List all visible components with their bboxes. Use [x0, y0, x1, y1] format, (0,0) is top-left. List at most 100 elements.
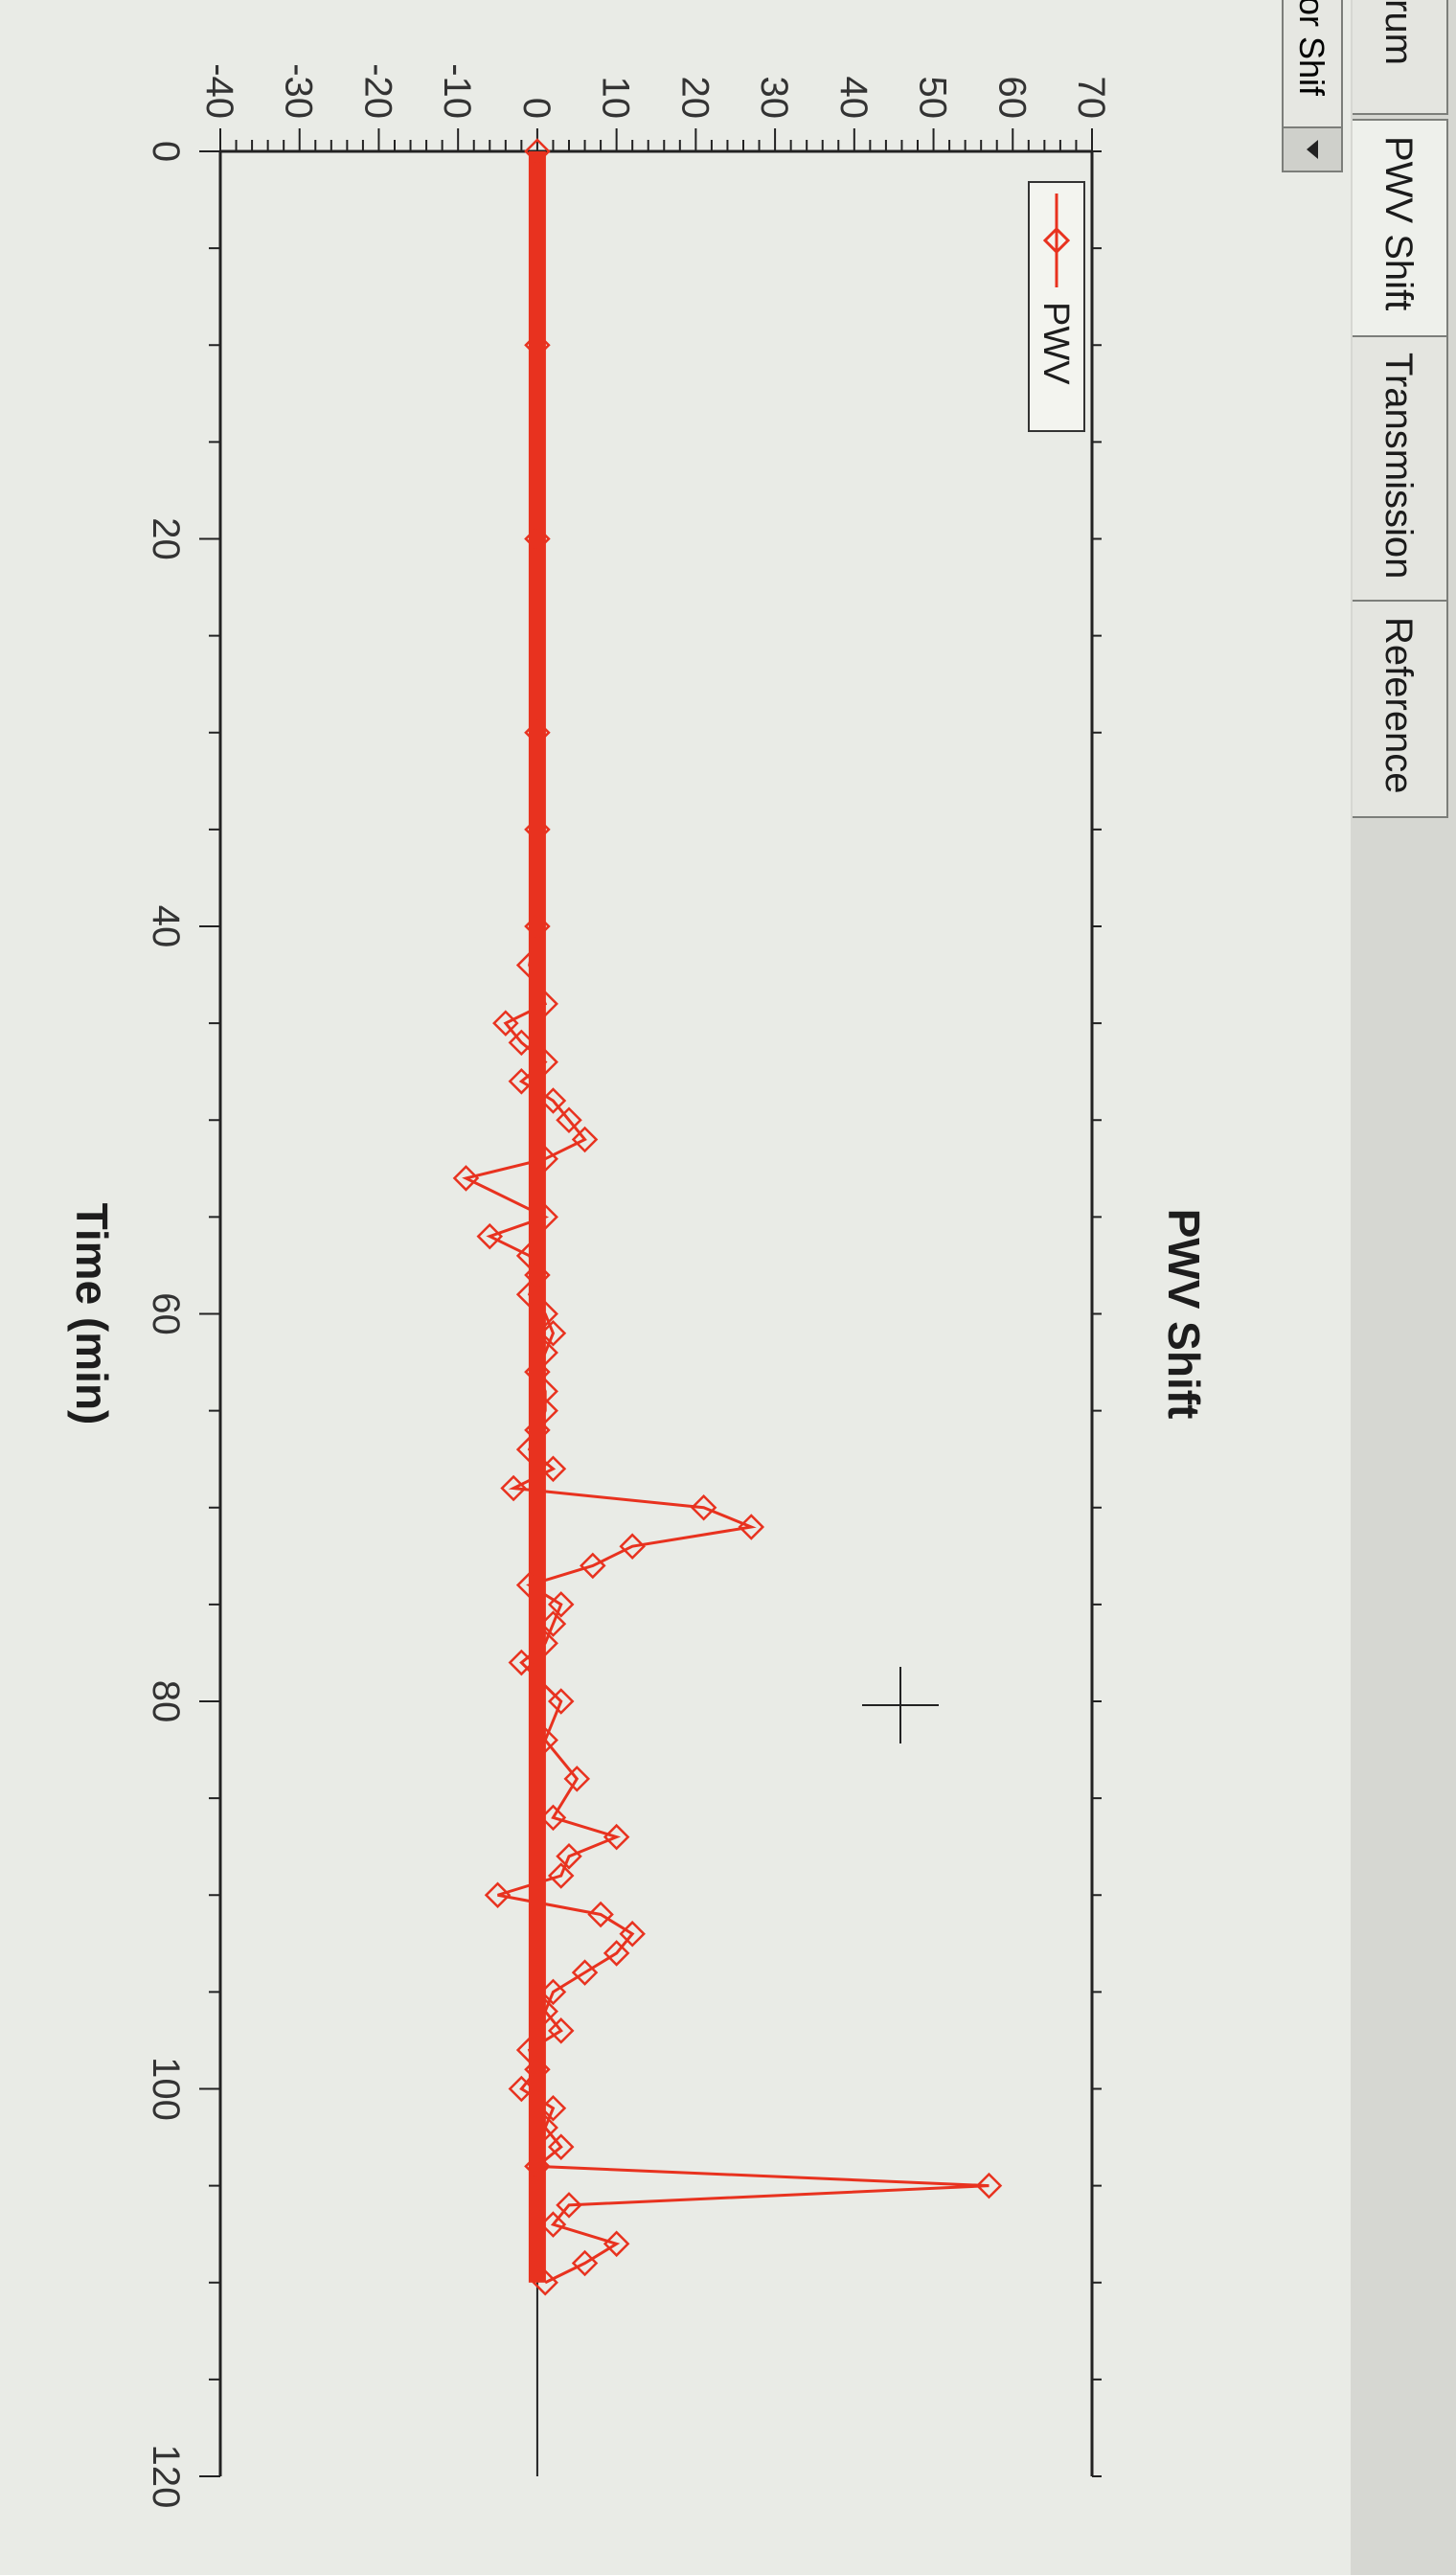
x-tick-label: 0 — [145, 141, 187, 162]
data-point — [547, 2017, 575, 2044]
data-point — [532, 1726, 558, 1754]
data-point — [508, 1068, 535, 1095]
y-tick-label: -30 — [278, 63, 320, 119]
y-tick-label: 0 — [515, 98, 557, 119]
data-point — [524, 1262, 551, 1288]
data-point — [524, 525, 551, 553]
data-point — [532, 1048, 558, 1076]
data-point — [539, 1087, 567, 1114]
data-point — [508, 1649, 535, 1676]
data-point — [556, 1843, 582, 1870]
x-tick-label: 120 — [145, 2445, 187, 2509]
y-tick-label: 60 — [990, 77, 1033, 120]
series-pwv-lines — [462, 151, 990, 2285]
data-point — [492, 1010, 519, 1037]
y-tick-label: 20 — [673, 77, 716, 120]
data-point — [547, 2133, 575, 2160]
data-point — [532, 1629, 558, 1657]
data-point — [452, 1165, 480, 1192]
data-point — [532, 1145, 558, 1173]
data-point — [563, 1766, 591, 1792]
legend-label-pwv: PWV — [1035, 302, 1076, 385]
data-point — [619, 1920, 646, 1948]
data-point — [738, 1514, 765, 1540]
x-tick-label: 80 — [145, 1680, 187, 1723]
y-tick-label: 40 — [832, 77, 875, 120]
data-point — [532, 2114, 558, 2141]
data-point — [515, 951, 543, 979]
data-point — [539, 1319, 567, 1347]
data-point — [524, 816, 551, 843]
data-point — [539, 1455, 567, 1483]
y-tick-label: -20 — [356, 63, 398, 119]
data-point — [515, 1571, 543, 1599]
data-point — [476, 1222, 504, 1250]
data-point — [556, 2192, 582, 2219]
y-tick-label: -10 — [436, 63, 478, 119]
data-point — [524, 2153, 551, 2180]
data-point — [524, 1417, 551, 1444]
data-point — [547, 1862, 575, 1889]
data-point — [532, 1339, 558, 1366]
data-point — [524, 331, 551, 359]
data-point — [532, 2268, 558, 2296]
data-point — [524, 718, 551, 746]
data-point — [500, 1474, 527, 1502]
data-point — [539, 1610, 567, 1637]
y-tick-label: -40 — [198, 63, 240, 119]
data-point — [532, 1203, 558, 1231]
legend-marker-pwv — [1042, 226, 1071, 255]
data-point — [515, 1242, 543, 1269]
data-point — [532, 1997, 558, 2025]
data-point — [532, 1300, 558, 1328]
data-point — [587, 1901, 614, 1928]
data-point — [532, 1397, 558, 1424]
data-point — [975, 2172, 1003, 2199]
data-point — [532, 991, 558, 1017]
data-point — [515, 1436, 543, 1463]
data-point — [571, 1126, 599, 1153]
data-point — [603, 1940, 630, 1967]
legend: PWV — [1028, 181, 1085, 432]
data-point — [539, 2094, 567, 2122]
y-tick-label: 10 — [595, 77, 637, 120]
y-tick-group: -40 -30 -20 -10 0 10 20 30 40 50 60 70 — [198, 63, 1112, 151]
data-point — [532, 1378, 558, 1405]
y-tick-label: 70 — [1070, 77, 1112, 120]
chart-title: PWV Shift — [1159, 1209, 1209, 1420]
data-point — [539, 2211, 567, 2238]
y-tick-label: 50 — [912, 77, 954, 120]
data-point — [539, 1804, 567, 1832]
x-axis-label: Time (min) — [67, 1203, 117, 1425]
data-point — [580, 1552, 606, 1580]
data-point — [547, 1688, 575, 1715]
data-point — [571, 1959, 599, 1986]
data-point — [571, 2249, 599, 2277]
data-point — [508, 2075, 535, 2103]
data-point — [556, 1106, 582, 1134]
data-point — [524, 1358, 551, 1385]
legend-box — [1028, 181, 1085, 432]
x-tick-label: 60 — [145, 1292, 187, 1335]
x-tick-group: 0 20 40 60 80 100 120 — [145, 141, 1102, 2509]
series-pwv-points — [452, 138, 1003, 2296]
data-point — [603, 2230, 630, 2258]
data-point — [508, 1029, 535, 1057]
x-tick-label: 100 — [145, 2057, 187, 2121]
data-point — [619, 1533, 646, 1560]
data-point — [484, 1881, 512, 1909]
crosshair-cursor — [862, 1667, 939, 1743]
data-point — [603, 1823, 630, 1851]
x-tick-label: 40 — [145, 905, 187, 948]
data-point — [524, 138, 551, 165]
data-point — [515, 1281, 543, 1309]
data-point — [547, 1591, 575, 1618]
data-point — [524, 913, 551, 940]
data-point — [524, 2056, 551, 2084]
x-tick-label: 20 — [145, 517, 187, 560]
data-point — [539, 1978, 567, 2006]
data-point — [515, 2037, 543, 2063]
